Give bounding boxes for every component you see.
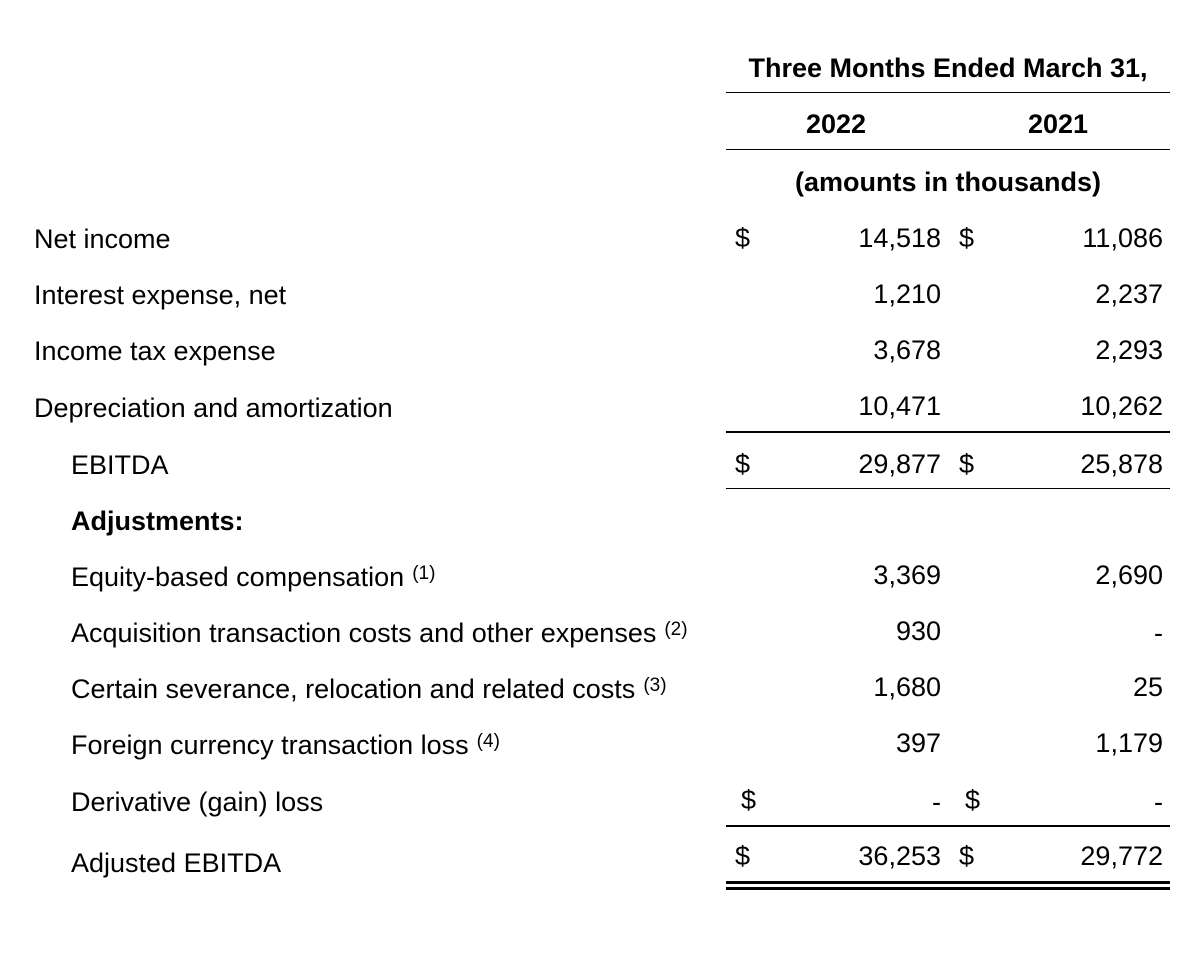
row-label-ebitda: EBITDA [71,450,169,480]
row-label-text: Certain severance, relocation and relate… [71,674,636,704]
total-double-rule-1 [726,881,1170,884]
value-2022-equity-compensation: 3,369 [873,560,941,590]
currency-symbol: $ [959,449,975,479]
currency-symbol: $ [735,449,751,479]
currency-symbol: $ [735,223,751,253]
value-2021-severance: 25 [1132,672,1163,702]
value-2021-depreciation: 10,262 [1080,391,1163,421]
value-2022-derivative: - [932,787,941,817]
value-2021-interest-expense: 2,237 [1095,279,1163,309]
subtotal-rule-top [726,431,1170,433]
period-header: Three Months Ended March 31, [748,53,1148,83]
currency-symbol: $ [741,785,757,815]
value-2021-acquisition-costs: - [1154,618,1163,648]
year-2022-header: 2022 [805,109,867,139]
value-2021-equity-compensation: 2,690 [1095,560,1163,590]
row-label-interest-expense: Interest expense, net [34,280,287,310]
value-2022-acquisition-costs: 930 [895,616,941,646]
currency-symbol: $ [965,785,981,815]
row-label-text: Equity-based compensation [71,562,405,592]
row-label-equity-compensation: Equity-based compensation (1) [71,561,435,593]
value-2022-fx-loss: 397 [895,728,941,758]
total-double-rule-2 [726,887,1170,890]
value-2021-ebitda: 25,878 [1080,449,1163,479]
row-label-derivative: Derivative (gain) loss [71,787,324,817]
row-label-acquisition-costs: Acquisition transaction costs and other … [71,617,688,649]
row-label-fx-loss: Foreign currency transaction loss (4) [71,729,500,761]
value-2021-net-income: 11,086 [1082,223,1163,253]
row-label-income-tax: Income tax expense [34,336,276,366]
footnote-marker: (4) [476,731,500,752]
row-label-severance: Certain severance, relocation and relate… [71,673,667,705]
total-rule-top [726,825,1170,827]
subtotal-rule-bottom [726,488,1170,489]
footnote-marker: (2) [664,619,688,640]
row-label-net-income: Net income [34,224,171,254]
row-label-text: Acquisition transaction costs and other … [71,618,657,648]
year-2021-header: 2021 [1027,109,1089,139]
footnote-marker: (3) [643,675,667,696]
currency-symbol: $ [735,841,751,871]
row-label-text: Foreign currency transaction loss [71,730,469,760]
row-label-depreciation: Depreciation and amortization [34,393,393,423]
value-2022-ebitda: 29,877 [858,449,941,479]
value-2022-income-tax: 3,678 [873,335,941,365]
value-2022-adjusted-ebitda: 36,253 [858,841,941,871]
value-2022-net-income: 14,518 [858,223,941,253]
value-2021-adjusted-ebitda: 29,772 [1080,841,1163,871]
value-2021-derivative: - [1154,787,1163,817]
value-2021-fx-loss: 1,179 [1095,728,1163,758]
value-2022-severance: 1,680 [873,672,941,702]
footnote-marker: (1) [412,563,436,584]
header-rule-top [726,92,1170,93]
value-2022-depreciation: 10,471 [858,391,941,421]
adjustments-heading: Adjustments: [71,506,244,536]
currency-symbol: $ [959,841,975,871]
currency-symbol: $ [959,223,975,253]
value-2022-interest-expense: 1,210 [873,279,941,309]
units-header: (amounts in thousands) [795,167,1101,197]
header-rule-years [726,149,1170,150]
row-label-adjusted-ebitda: Adjusted EBITDA [71,848,282,878]
value-2021-income-tax: 2,293 [1095,335,1163,365]
